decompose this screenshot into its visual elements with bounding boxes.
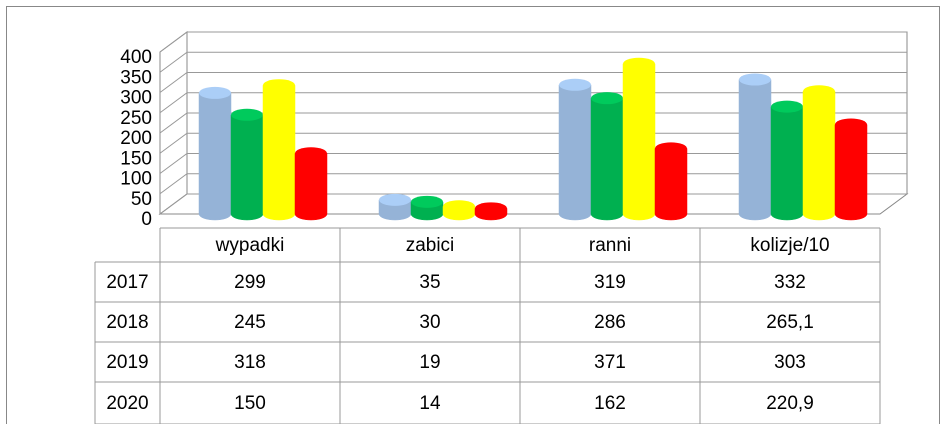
table-value: 162 xyxy=(594,393,626,414)
table-value: 14 xyxy=(419,393,441,414)
data-table: wypadki zabici ranni kolizje/10 2017 299 35 319… xyxy=(94,227,881,424)
bar-top xyxy=(199,86,231,99)
y-tick-label: 100 xyxy=(120,169,152,190)
table-value: 286 xyxy=(594,312,626,333)
table-value: 265,1 xyxy=(766,312,814,333)
legend-label: 2019 xyxy=(106,352,148,373)
y-tick-label: 150 xyxy=(120,148,152,169)
legend-label: 2018 xyxy=(106,312,148,333)
grid-line xyxy=(159,92,907,114)
bar-body xyxy=(654,148,688,221)
bar-top xyxy=(771,100,803,113)
bar-top xyxy=(623,57,655,70)
bar-body xyxy=(230,114,264,221)
bar-top xyxy=(591,92,623,105)
y-tick-label: 50 xyxy=(131,189,152,210)
legend-label: 2020 xyxy=(106,393,148,414)
bar xyxy=(378,193,412,221)
legend-label: 2017 xyxy=(106,272,148,293)
bar xyxy=(802,85,836,221)
table-value: 220,9 xyxy=(766,393,814,414)
bar-top xyxy=(443,200,475,213)
bar xyxy=(230,108,264,221)
bar-top xyxy=(379,193,411,206)
bar xyxy=(410,195,444,221)
table-value: 318 xyxy=(234,352,266,373)
bar-top xyxy=(739,73,771,86)
grid-line xyxy=(159,112,907,134)
table-value: 299 xyxy=(234,272,266,293)
y-tick-label: 350 xyxy=(120,67,152,88)
table-value: 303 xyxy=(774,352,806,373)
bar xyxy=(770,100,804,221)
bar xyxy=(654,142,688,221)
bar xyxy=(198,86,232,221)
category-label: wypadki xyxy=(215,235,285,256)
bar xyxy=(622,57,656,221)
bar-top xyxy=(835,118,867,131)
y-tick-label: 200 xyxy=(120,128,152,149)
bar-body xyxy=(622,63,656,221)
bar-top xyxy=(295,147,327,160)
bar-body xyxy=(294,153,328,221)
table-value: 150 xyxy=(234,393,266,414)
bar xyxy=(834,118,868,221)
bar xyxy=(294,147,328,221)
bar-top xyxy=(411,195,443,208)
y-tick-label: 0 xyxy=(141,209,152,230)
grid-line xyxy=(159,72,907,93)
table-value: 332 xyxy=(774,272,806,293)
bar-body xyxy=(590,97,624,221)
category-label: zabici xyxy=(406,235,455,256)
bar xyxy=(262,79,296,221)
bar-body xyxy=(262,84,296,221)
bar-body xyxy=(558,84,592,221)
bar-body xyxy=(834,124,868,221)
category-label: kolizje/10 xyxy=(750,235,829,256)
y-tick-label: 300 xyxy=(120,88,152,109)
grid-line xyxy=(159,51,907,73)
bar xyxy=(558,78,592,221)
category-label: ranni xyxy=(589,235,631,256)
bar-top xyxy=(559,78,591,91)
grid-line xyxy=(159,132,907,154)
bar-body xyxy=(198,92,232,221)
table-value: 245 xyxy=(234,312,266,333)
bar xyxy=(474,202,508,221)
bar-top xyxy=(655,142,687,155)
table-value: 371 xyxy=(594,352,626,373)
grid-line xyxy=(159,31,907,53)
bar xyxy=(738,73,772,221)
bar-body xyxy=(738,79,772,221)
bar-body xyxy=(802,91,836,221)
table-value: 319 xyxy=(594,272,626,293)
bar-top xyxy=(803,85,835,98)
bar-top xyxy=(475,202,507,215)
table-value: 30 xyxy=(419,312,440,333)
table-value: 19 xyxy=(419,352,440,373)
bar xyxy=(442,200,476,221)
bar-top xyxy=(231,108,263,121)
y-tick-label: 250 xyxy=(120,108,152,129)
bar xyxy=(590,92,624,221)
table-value: 35 xyxy=(419,272,440,293)
bar-body xyxy=(770,106,804,221)
y-tick-label: 400 xyxy=(120,47,152,68)
bar-top xyxy=(263,79,295,92)
